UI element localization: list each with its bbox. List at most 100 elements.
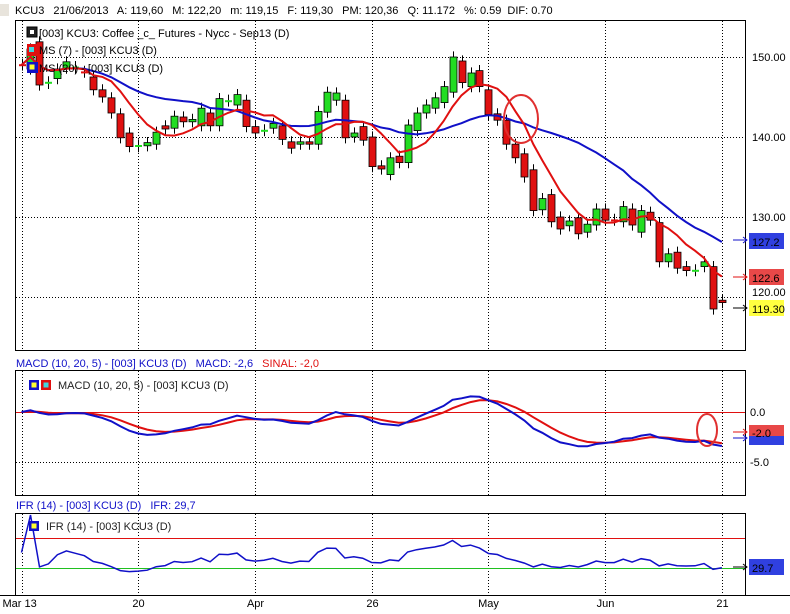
ifr-header: IFR (14) - [003] KCU3 (D) IFR: 29,7 (16, 500, 196, 512)
x-tick-label: 21 (716, 598, 728, 610)
candle-down (89, 76, 98, 91)
candle-down (458, 60, 467, 84)
candle-down (116, 113, 125, 139)
candle-down (359, 126, 368, 141)
marker-arrow-icon (733, 304, 748, 312)
candle-up (143, 142, 152, 147)
x-tick-label: Mar 13 (3, 598, 37, 610)
candle-up (440, 86, 449, 103)
axes: Mar 13 20 Apr 26 May Jun 21 0.0 -5.0 (3, 236, 769, 610)
dif: DIF: 0.70 (507, 5, 552, 17)
pct: %: 0.59 (464, 5, 501, 17)
last-price-marker-box (749, 300, 784, 316)
candle-up (583, 223, 592, 233)
candle-up (664, 253, 673, 263)
candle-down (125, 132, 134, 147)
candle-up (332, 92, 341, 101)
close: F: 119,30 (287, 5, 333, 17)
x-tick-label: May (478, 598, 499, 610)
macd-marker: -2.0 (752, 428, 771, 440)
high: M: 122,20 (172, 5, 221, 17)
macd-value: MACD: -2,6 (196, 358, 253, 370)
signal-value: SINAL: -2,0 (262, 358, 319, 370)
candles (19, 36, 727, 315)
candle-down (682, 266, 691, 272)
legend-ma7-label: MS (7) - [003] KCU3 (D) (39, 45, 157, 57)
annotation-circle-crossover[interactable] (503, 94, 539, 144)
grid (16, 21, 745, 595)
x-tick-label: Jun (597, 598, 615, 610)
ifr-legend-label: IFR (14) - [003] KCU3 (D) (46, 521, 171, 533)
candle-up (152, 131, 161, 145)
ifr-title: IFR (14) - [003] KCU3 (D) (16, 500, 141, 512)
ma20-marker: 127.2 (752, 237, 780, 249)
candle-down (511, 143, 520, 159)
avg: PM: 120,36 (342, 5, 398, 17)
candle-up (637, 210, 646, 233)
candle-up (135, 145, 142, 147)
candle-down (673, 251, 682, 269)
candle-down (611, 219, 618, 222)
ifr-legend-icon-inner (31, 523, 37, 529)
header-handle (0, 4, 9, 16)
macd-header: MACD (10, 20, 5) - [003] KCU3 (D) MACD: … (16, 358, 319, 370)
candle-down (574, 217, 583, 235)
candle-up (233, 94, 242, 106)
candle-up (386, 157, 395, 176)
candle-up (413, 112, 422, 132)
candle-up (431, 97, 440, 109)
ifr-line (20, 514, 723, 573)
candle-up (45, 81, 52, 84)
candle-up (170, 115, 179, 129)
candle-up (188, 119, 197, 123)
candle-down (251, 126, 260, 134)
price-panel[interactable] (15, 20, 746, 351)
ma20-marker-box (749, 233, 784, 249)
candle-up (350, 132, 359, 138)
candle-down (718, 299, 727, 304)
candle-down (98, 89, 107, 98)
indicator-lines (20, 55, 723, 573)
legend-candle-label: [003] KCU3: Coffee _c_ Futures - Nycc - … (39, 28, 289, 40)
macd-title: MACD (10, 20, 5) - [003] KCU3 (D) (16, 358, 187, 370)
ifr-marker: 29.7 (752, 563, 773, 575)
x-tick-label: Apr (247, 598, 264, 610)
legend-ma20-icon-inner (29, 64, 35, 70)
value-markers: 127.2 122.6 119.30 -2.0 29.7 (749, 233, 785, 575)
candle-up (592, 208, 601, 226)
candle-up (197, 107, 206, 127)
candle-down (601, 208, 610, 221)
qty: Q: 11.172 (407, 5, 455, 17)
candle-down (529, 169, 538, 212)
annotation-circle-macd[interactable] (696, 413, 718, 447)
marker-arrow-icon (733, 273, 748, 281)
candle-up (565, 220, 574, 227)
candle-down (655, 222, 664, 263)
candle-down (368, 136, 377, 168)
date: 21/06/2013 (53, 5, 108, 17)
candle-up (225, 100, 232, 103)
candle-down (709, 266, 718, 310)
price-tick-120: 120.00 (752, 287, 786, 299)
candle-up (467, 72, 476, 87)
candle-down (305, 141, 314, 145)
candle-down (556, 216, 565, 230)
candle-up (296, 141, 305, 145)
candle-up (314, 111, 323, 145)
candle-down (475, 70, 484, 87)
candle-down (484, 89, 493, 116)
candle-up (422, 104, 431, 114)
candle-down (377, 165, 386, 170)
price-axis-labels: 150.00 140.00 130.00 120.00 (752, 52, 786, 299)
macd-line (21, 395, 723, 448)
open: A: 119,60 (117, 5, 163, 17)
legend-ma7-icon-inner (29, 47, 34, 52)
marker-arrow-icon (733, 434, 748, 442)
symbol: KCU3 (15, 5, 44, 17)
candle-down (520, 153, 529, 178)
candle-down (341, 99, 350, 139)
ma7-line (20, 55, 723, 278)
candle-up (215, 98, 224, 127)
x-tick-label: 20 (132, 598, 144, 610)
